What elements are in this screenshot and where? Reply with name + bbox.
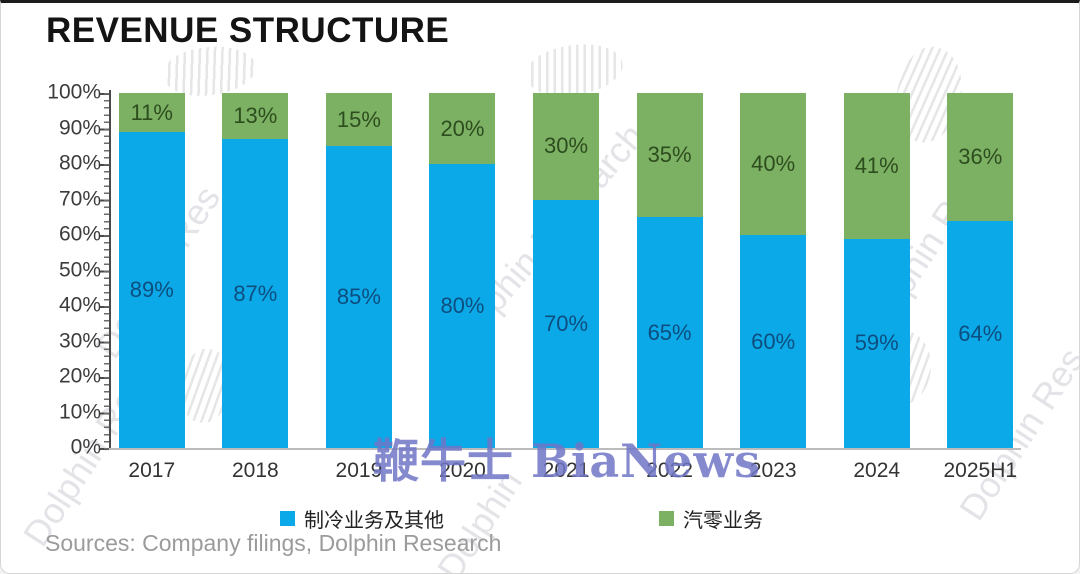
x-axis-label: 2020 xyxy=(439,459,486,482)
bar-group-2019: 15% 85% 2019 xyxy=(307,93,411,513)
y-tick-label: 60% xyxy=(58,222,101,246)
segment-auto-parts: 15% xyxy=(325,93,392,147)
legend-item-refrigeration: 制冷业务及其他 xyxy=(280,504,444,533)
x-axis-label: 2023 xyxy=(749,459,797,482)
legend-swatch xyxy=(659,511,674,526)
segment-refrigeration: 65% xyxy=(636,217,703,448)
segment-refrigeration: 85% xyxy=(325,146,392,448)
y-tick-label: 90% xyxy=(58,116,101,140)
chart-legend: 制冷业务及其他 汽零业务 xyxy=(1,504,1079,532)
bar-group-2020: 20% 80% 2020 xyxy=(411,93,515,513)
segment-auto-parts: 30% xyxy=(533,93,600,200)
segment-value-label: 70% xyxy=(544,310,589,336)
segment-value-label: 20% xyxy=(440,115,485,141)
segment-refrigeration: 87% xyxy=(222,139,289,448)
segment-value-label: 35% xyxy=(647,142,692,168)
segment-auto-parts: 40% xyxy=(740,93,807,235)
segment-value-label: 40% xyxy=(751,151,796,176)
bar-group-2017: 11% 89% 2017 xyxy=(100,93,204,513)
stacked-bar: 11% 89% xyxy=(118,93,185,448)
segment-refrigeration: 70% xyxy=(533,199,600,448)
stacked-bar: 36% 64% xyxy=(947,93,1014,448)
segment-refrigeration: 60% xyxy=(740,235,807,448)
y-axis-minor-ticks xyxy=(104,93,109,450)
y-tick-label: 20% xyxy=(58,364,101,388)
stacked-bar: 30% 70% xyxy=(533,93,600,448)
stacked-bar: 13% 87% xyxy=(222,93,289,448)
segment-value-label: 13% xyxy=(233,103,278,129)
y-tick-label: 50% xyxy=(58,258,101,282)
watermark-bianews: 鞭牛士 BiaNews xyxy=(373,434,761,488)
x-axis-baseline xyxy=(109,448,1021,450)
segment-value-label: 60% xyxy=(751,328,796,354)
y-tick-label: 70% xyxy=(58,187,101,211)
segment-value-label: 41% xyxy=(854,152,899,178)
segment-refrigeration: 64% xyxy=(947,220,1014,448)
y-axis-labels: 100% 90% 80% 70% 60% 50% 40% 30% 20% 10% 0% xyxy=(29,81,101,459)
segment-value-label: 64% xyxy=(958,321,1003,347)
x-axis-label: 2017 xyxy=(128,459,176,482)
legend-label: 汽零业务 xyxy=(683,510,763,532)
bar-group-2018: 13% 87% 2018 xyxy=(204,93,308,513)
segment-value-label: 65% xyxy=(647,319,692,345)
source-note: Sources: Company filings, Dolphin Resear… xyxy=(45,530,502,556)
segment-refrigeration: 89% xyxy=(118,132,185,448)
y-tick-label: 40% xyxy=(58,293,101,317)
y-tick-label: 100% xyxy=(47,80,101,104)
segment-auto-parts: 13% xyxy=(222,93,289,140)
stacked-bar: 15% 85% xyxy=(325,93,392,448)
segment-auto-parts: 20% xyxy=(429,93,496,164)
segment-value-label: 15% xyxy=(336,106,381,132)
segment-refrigeration: 59% xyxy=(843,238,910,448)
segment-auto-parts: 41% xyxy=(843,93,910,239)
bars: 11% 89% 2017 13% 87% 2018 15% 85% 2019 20% 80% 2020… xyxy=(100,93,1032,513)
y-tick-label: 80% xyxy=(58,151,101,175)
segment-value-label: 11% xyxy=(130,99,173,125)
x-axis-label: 2021 xyxy=(542,459,590,482)
segment-value-label: 80% xyxy=(440,293,485,318)
stacked-bar: 40% 60% xyxy=(740,93,807,448)
bar-group-2021: 30% 70% 2021 xyxy=(514,93,618,513)
segment-value-label: 87% xyxy=(233,280,278,306)
y-tick-label: 0% xyxy=(70,435,101,459)
y-tick-label: 30% xyxy=(58,329,101,353)
segment-value-label: 36% xyxy=(958,143,1003,169)
segment-auto-parts: 36% xyxy=(947,93,1014,221)
bar-group-2024: 41% 59% 2024 xyxy=(825,93,929,513)
legend-label: 制冷业务及其他 xyxy=(304,510,444,532)
x-axis-label: 2019 xyxy=(335,459,383,482)
segment-value-label: 30% xyxy=(544,133,589,159)
x-axis-label: 2025H1 xyxy=(943,459,1018,482)
stacked-bar: 35% 65% xyxy=(636,93,703,448)
segment-auto-parts: 11% xyxy=(118,93,185,133)
y-tick-label: 10% xyxy=(58,400,101,424)
segment-refrigeration: 80% xyxy=(429,164,496,448)
segment-value-label: 59% xyxy=(854,330,899,356)
legend-item-auto-parts: 汽零业务 xyxy=(659,504,763,533)
bar-group-2022: 35% 65% 2022 xyxy=(618,93,722,513)
y-axis-line xyxy=(109,90,111,450)
x-axis-label: 2018 xyxy=(231,459,279,482)
bar-group-2025H1: 36% 64% 2025H1 xyxy=(929,93,1033,513)
stacked-bar: 20% 80% xyxy=(429,93,496,448)
segment-auto-parts: 35% xyxy=(636,93,703,218)
segment-value-label: 85% xyxy=(336,284,381,310)
legend-swatch xyxy=(280,511,295,526)
chart-title: REVENUE STRUCTURE xyxy=(46,11,450,50)
bar-group-2023: 40% 60% 2023 xyxy=(721,93,825,513)
segment-value-label: 89% xyxy=(129,277,174,303)
x-axis-label: 2022 xyxy=(646,459,693,482)
x-axis-label: 2024 xyxy=(853,459,901,482)
stacked-bar: 41% 59% xyxy=(843,93,910,448)
